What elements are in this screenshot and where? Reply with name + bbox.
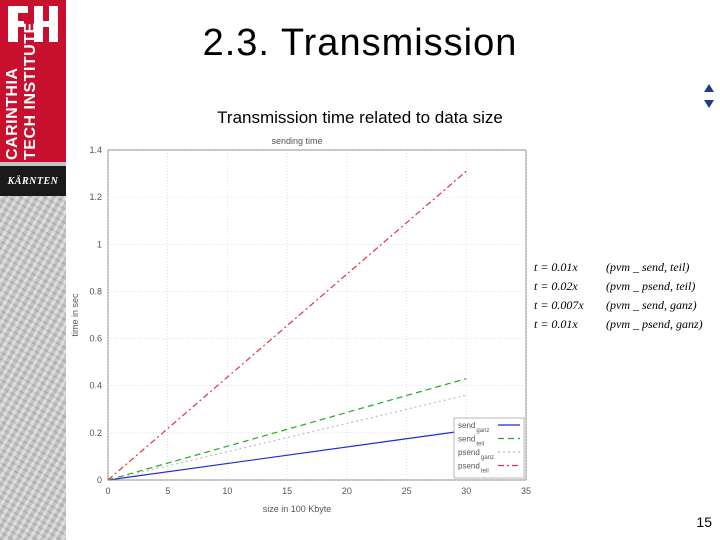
legend-label: send — [458, 421, 475, 430]
x-tick-label: 30 — [461, 486, 471, 496]
y-tick-label: 0.2 — [89, 428, 102, 438]
legend-subscript: ganz — [476, 428, 489, 434]
y-tick-label: 1 — [97, 239, 102, 249]
formula-equation: t = 0.02x — [534, 279, 578, 293]
slide-subtitle: Transmission time related to data size — [217, 108, 503, 127]
legend-label: psend — [458, 448, 480, 457]
formula-list: t = 0.01x (pvm _ send, teil) t = 0.02x (… — [534, 258, 720, 334]
series-line-psend_ganz — [107, 394, 467, 481]
x-tick-label: 15 — [282, 486, 292, 496]
y-tick-label: 0.6 — [89, 334, 102, 344]
series-line-send_ganz — [107, 429, 467, 481]
y-tick-label: 0.4 — [89, 381, 102, 391]
x-tick-label: 10 — [222, 486, 232, 496]
legend-subscript: teil — [481, 469, 489, 475]
formula-note: (pvm _ send, ganz) — [606, 298, 697, 312]
legend-label: psend — [458, 462, 480, 471]
nav-up-icon[interactable] — [704, 84, 714, 92]
series-line-send_teil — [107, 378, 467, 481]
y-tick-label: 0.8 — [89, 286, 102, 296]
decorative-photo — [0, 196, 66, 540]
brand-red-panel: CARINTHIA TECH INSTITUTE — [0, 0, 66, 162]
chart-title: sending time — [271, 136, 322, 146]
x-tick-label: 5 — [165, 486, 170, 496]
x-tick-label: 25 — [402, 486, 412, 496]
formula-equation: t = 0.007x — [534, 298, 584, 312]
formula-row: t = 0.02x (pvm _ psend, teil) — [534, 277, 720, 296]
slide-title: 2.3. Transmission — [202, 22, 518, 64]
x-tick-label: 35 — [521, 486, 531, 496]
page-number: 15 — [696, 514, 712, 530]
legend-label: send — [458, 435, 475, 444]
formula-equation: t = 0.01x — [534, 317, 578, 331]
legend-subscript: ganz — [481, 455, 494, 461]
x-axis-label: size in 100 Kbyte — [263, 504, 332, 514]
formula-row: t = 0.01x (pvm _ send, teil) — [534, 258, 720, 277]
sending-time-chart: 0 5 10 15 20 25 30 35 0 0.2 0.4 0.6 0.8 1 1.2 1.4 sendin… — [66, 130, 546, 515]
formula-row: t = 0.01x (pvm _ psend, ganz) — [534, 315, 720, 334]
formula-note: (pvm _ send, teil) — [606, 260, 690, 274]
y-axis-label: time in sec — [70, 293, 80, 337]
chart-canvas: 0 5 10 15 20 25 30 35 0 0.2 0.4 0.6 0.8 1 1.2 1.4 sendin… — [70, 136, 531, 514]
legend-subscript: teil — [476, 442, 484, 448]
x-tick-label: 20 — [342, 486, 352, 496]
legend-box — [453, 417, 525, 479]
formula-note: (pvm _ psend, ganz) — [606, 317, 703, 331]
y-tick-label: 1.4 — [89, 145, 102, 155]
formula-equation: t = 0.01x — [534, 260, 578, 274]
institute-logo-icon — [8, 6, 58, 42]
nav-down-icon[interactable] — [704, 100, 714, 108]
karnten-logo: KÄRNTEN — [0, 166, 66, 196]
formula-note: (pvm _ psend, teil) — [606, 279, 696, 293]
series-line-psend_teil — [107, 170, 467, 481]
formula-row: t = 0.007x (pvm _ send, ganz) — [534, 296, 720, 315]
brand-sidebar: CARINTHIA TECH INSTITUTE KÄRNTEN — [0, 0, 66, 540]
y-tick-label: 1.2 — [89, 192, 102, 202]
x-tick-label: 0 — [105, 486, 110, 496]
y-tick-label: 0 — [97, 475, 102, 485]
